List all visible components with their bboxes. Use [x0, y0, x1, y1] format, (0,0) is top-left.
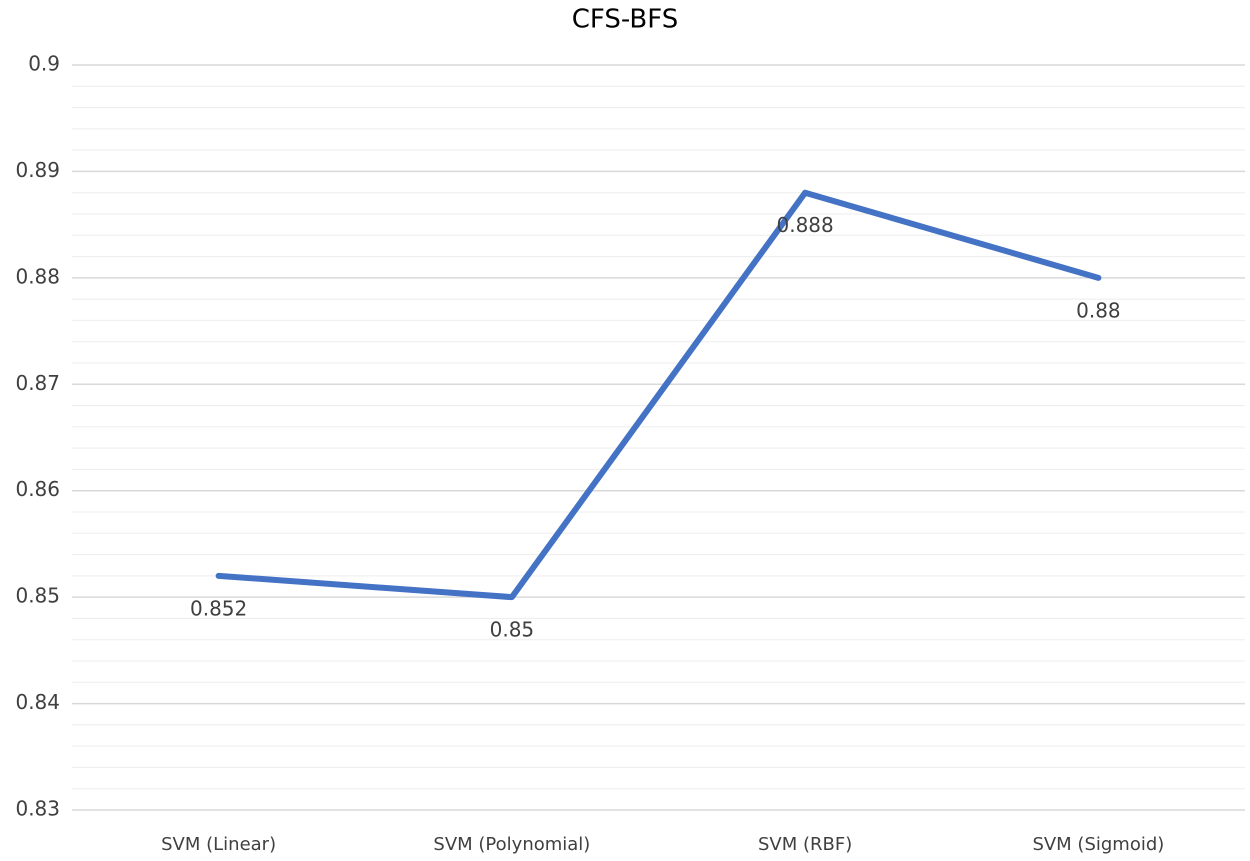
x-tick-label: SVM (Polynomial)	[433, 834, 590, 855]
y-tick-label: 0.9	[28, 52, 60, 76]
x-tick-label: SVM (Linear)	[161, 834, 276, 855]
data-label: 0.852	[190, 596, 247, 620]
data-label: 0.888	[776, 213, 833, 237]
y-tick-label: 0.87	[15, 371, 60, 395]
y-tick-label: 0.84	[15, 690, 60, 714]
x-tick-label: SVM (RBF)	[758, 834, 852, 855]
data-line	[215, 189, 1102, 601]
data-label: 0.88	[1076, 298, 1121, 322]
y-tick-label: 0.89	[15, 158, 60, 182]
y-tick-label: 0.86	[15, 477, 60, 501]
chart-title: CFS-BFS	[572, 5, 678, 35]
y-tick-label: 0.83	[15, 797, 60, 821]
y-tick-label: 0.85	[15, 584, 60, 608]
data-label: 0.85	[490, 618, 535, 642]
y-tick-label: 0.88	[15, 264, 60, 288]
x-tick-label: SVM (Sigmoid)	[1032, 834, 1164, 855]
